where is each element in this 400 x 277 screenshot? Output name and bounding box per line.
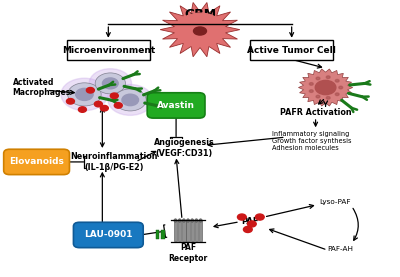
Circle shape bbox=[68, 83, 101, 106]
Bar bbox=[186, 220, 190, 241]
Circle shape bbox=[238, 214, 246, 220]
Text: Avastin: Avastin bbox=[157, 101, 195, 110]
Text: Elovanoids: Elovanoids bbox=[9, 157, 64, 166]
Circle shape bbox=[256, 214, 264, 220]
Circle shape bbox=[326, 97, 330, 99]
Ellipse shape bbox=[195, 219, 198, 222]
Circle shape bbox=[89, 69, 132, 98]
Circle shape bbox=[61, 78, 108, 111]
Circle shape bbox=[316, 95, 320, 98]
Circle shape bbox=[76, 88, 93, 101]
Text: PAF: PAF bbox=[241, 217, 258, 226]
Circle shape bbox=[95, 73, 126, 94]
Circle shape bbox=[94, 101, 102, 107]
Circle shape bbox=[310, 83, 313, 85]
Ellipse shape bbox=[190, 219, 194, 222]
Bar bbox=[199, 220, 202, 241]
Bar bbox=[174, 220, 177, 241]
Bar bbox=[190, 220, 194, 241]
Circle shape bbox=[66, 99, 74, 104]
Circle shape bbox=[335, 93, 339, 96]
Circle shape bbox=[114, 89, 146, 111]
Circle shape bbox=[78, 107, 86, 112]
FancyBboxPatch shape bbox=[74, 222, 143, 248]
Polygon shape bbox=[160, 2, 240, 57]
FancyBboxPatch shape bbox=[67, 40, 150, 60]
FancyBboxPatch shape bbox=[147, 93, 205, 118]
Circle shape bbox=[100, 106, 108, 111]
Ellipse shape bbox=[186, 219, 190, 222]
Text: Active Tumor Cell: Active Tumor Cell bbox=[247, 46, 336, 55]
Bar bbox=[195, 220, 198, 241]
Ellipse shape bbox=[178, 219, 181, 222]
Text: Inflammatory signaling
Growth factor synthesis
Adhesion molecules: Inflammatory signaling Growth factor syn… bbox=[272, 131, 351, 151]
Circle shape bbox=[110, 93, 118, 99]
Ellipse shape bbox=[194, 27, 206, 35]
Circle shape bbox=[248, 221, 256, 227]
Circle shape bbox=[339, 86, 343, 89]
Circle shape bbox=[335, 79, 339, 82]
Polygon shape bbox=[298, 69, 353, 106]
Text: Neuroinflammation
(IL-1β/PG-E2): Neuroinflammation (IL-1β/PG-E2) bbox=[70, 152, 158, 172]
Circle shape bbox=[102, 78, 118, 89]
Circle shape bbox=[86, 88, 94, 93]
FancyBboxPatch shape bbox=[250, 40, 333, 60]
Bar bbox=[161, 230, 164, 239]
Bar bbox=[182, 220, 186, 241]
Circle shape bbox=[122, 94, 138, 106]
Circle shape bbox=[316, 77, 320, 80]
Bar bbox=[178, 220, 181, 241]
Text: PAF
Receptor: PAF Receptor bbox=[168, 243, 208, 263]
Circle shape bbox=[326, 76, 330, 78]
Bar bbox=[156, 230, 159, 239]
Text: PAFR Activation: PAFR Activation bbox=[280, 108, 352, 117]
Circle shape bbox=[244, 226, 252, 232]
Text: Lyso-PAF: Lyso-PAF bbox=[320, 199, 351, 205]
Text: Angiogenesis
(VEGF:CD31): Angiogenesis (VEGF:CD31) bbox=[154, 138, 214, 158]
Circle shape bbox=[108, 84, 152, 115]
Ellipse shape bbox=[199, 219, 202, 222]
Circle shape bbox=[310, 90, 313, 93]
FancyBboxPatch shape bbox=[4, 149, 70, 175]
Text: GBM: GBM bbox=[184, 7, 216, 20]
Ellipse shape bbox=[174, 219, 177, 222]
Text: Microenvironment: Microenvironment bbox=[62, 46, 155, 55]
Text: PAF-AH: PAF-AH bbox=[328, 246, 354, 252]
Circle shape bbox=[114, 103, 122, 108]
Text: Activated
Macrophages: Activated Macrophages bbox=[13, 78, 71, 97]
Circle shape bbox=[315, 80, 336, 95]
Text: LAU-0901: LAU-0901 bbox=[84, 230, 132, 239]
Circle shape bbox=[176, 13, 224, 46]
Ellipse shape bbox=[182, 219, 186, 222]
